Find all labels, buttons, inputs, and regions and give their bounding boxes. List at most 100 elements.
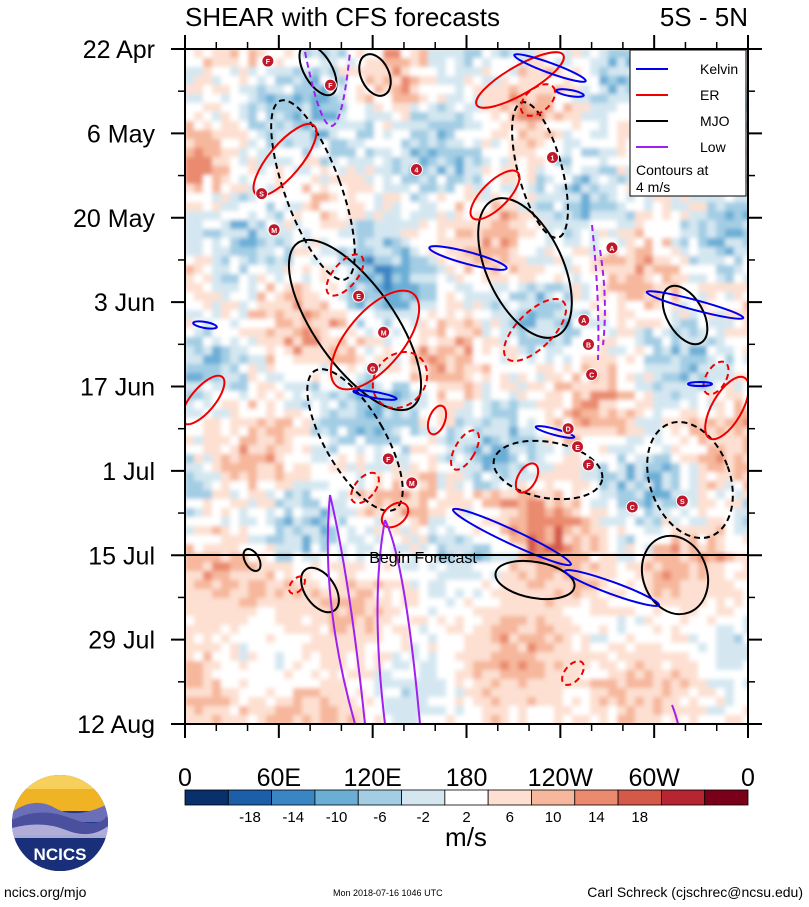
x-tick-label: 60W — [628, 764, 680, 792]
colorbar-tick-label: 10 — [545, 809, 562, 826]
footer-author: Carl Schreck (cjschrec@ncsu.edu) — [587, 884, 803, 900]
storm-marker: 1 — [546, 150, 560, 164]
colorbar-tick-label: 2 — [462, 809, 470, 826]
storm-label: A — [581, 318, 586, 325]
storm-marker: G — [366, 361, 380, 375]
storm-label: F — [586, 463, 591, 470]
storm-marker: E — [571, 440, 585, 454]
colorbar-tick-label: -18 — [239, 809, 261, 826]
x-tick-label: 0 — [178, 764, 192, 792]
storm-marker: B — [581, 337, 595, 351]
colorbar-bin — [357, 789, 402, 806]
legend-note-line1: Contours at — [636, 162, 708, 178]
storm-label: F — [328, 83, 333, 90]
storm-marker: M — [377, 325, 391, 339]
storm-label: A — [609, 246, 614, 253]
colorbar-tick-label: 18 — [631, 809, 648, 826]
colorbar-tick-label: 14 — [588, 809, 605, 826]
storm-markers: F F 4 S M 1 A E M G A B C D E F F M C S — [255, 54, 689, 514]
colorbar-bin — [227, 789, 273, 806]
storm-label: 4 — [415, 168, 419, 175]
storm-label: C — [630, 505, 635, 512]
legend: Kelvin ER MJO Low Contours at 4 m/s — [629, 49, 747, 197]
storm-label: C — [589, 372, 594, 379]
x-tick-label: 180 — [446, 764, 488, 792]
x-axis: 0 60E 120E 180 120W 60W 0 — [178, 35, 755, 792]
colorbar-tick-label: -6 — [373, 809, 386, 826]
y-axis: 22 Apr 6 May 20 May 3 Jun 17 Jun 1 Jul 15 Jul 2… — [73, 36, 762, 739]
legend-label: MJO — [700, 113, 730, 129]
storm-label: S — [259, 192, 264, 199]
storm-marker: M — [267, 223, 281, 237]
colorbar-tick-label: -10 — [326, 809, 348, 826]
y-tick-label: 20 May — [73, 205, 155, 233]
legend-label: ER — [700, 87, 719, 103]
region-label: 5S - 5N — [660, 2, 748, 32]
storm-marker: F — [381, 452, 395, 466]
legend-box — [629, 49, 747, 197]
storm-label: S — [680, 499, 685, 506]
storm-label: M — [381, 330, 387, 337]
storm-marker: F — [261, 54, 275, 68]
storm-marker: 4 — [409, 163, 423, 177]
footer-site: ncics.org/mjo — [4, 884, 87, 900]
storm-marker: C — [585, 367, 599, 381]
storm-label: 1 — [551, 155, 555, 162]
y-tick-label: 6 May — [87, 120, 156, 148]
storm-marker: D — [561, 422, 575, 436]
storm-marker: A — [605, 241, 619, 255]
x-tick-label: 120E — [343, 764, 401, 792]
legend-note-line2: 4 m/s — [636, 179, 670, 195]
y-tick-label: 17 Jun — [80, 374, 155, 402]
footer-timestamp: Mon 2018-07-16 1046 UTC — [333, 888, 443, 898]
y-tick-label: 29 Jul — [88, 627, 155, 655]
storm-label: M — [409, 481, 415, 488]
colorbar-bin — [617, 789, 662, 806]
storm-marker: M — [405, 476, 419, 490]
colorbar-bin — [704, 789, 749, 806]
y-tick-label: 15 Jul — [88, 542, 155, 570]
storm-marker: C — [625, 500, 639, 514]
y-tick-label: 12 Aug — [77, 711, 155, 739]
storm-label: E — [575, 445, 580, 452]
storm-marker: E — [352, 289, 366, 303]
storm-marker: S — [255, 187, 269, 201]
colorbar-bin — [487, 789, 532, 806]
y-tick-label: 22 Apr — [83, 36, 155, 64]
colorbar-bin — [314, 789, 359, 806]
colorbar-bin — [184, 789, 229, 806]
ncics-logo: NCICS — [12, 775, 108, 871]
storm-marker: F — [581, 458, 595, 472]
colorbar-bin — [531, 789, 576, 806]
colorbar-bin — [401, 789, 446, 806]
colorbar-bin — [660, 789, 706, 806]
storm-label: F — [266, 59, 271, 66]
forecast-label: Begin Forecast — [369, 550, 477, 567]
logo-text: NCICS — [34, 845, 87, 864]
colorbar-tick-label: 6 — [506, 809, 514, 826]
x-tick-label: 0 — [741, 764, 755, 792]
colorbar-tick-label: -2 — [417, 809, 430, 826]
colorbar-bin — [271, 789, 316, 806]
colorbar-tick-label: -14 — [282, 809, 304, 826]
legend-label: Kelvin — [700, 61, 738, 77]
x-tick-label: 120W — [528, 764, 594, 792]
storm-marker: F — [323, 78, 337, 92]
y-tick-label: 3 Jun — [94, 289, 155, 317]
wave-contours — [185, 49, 748, 724]
chart-title: SHEAR with CFS forecasts — [185, 2, 500, 32]
storm-label: G — [370, 366, 376, 373]
x-tick-label: 60E — [257, 764, 301, 792]
colorbar-bin — [444, 789, 489, 806]
storm-label: D — [566, 427, 571, 434]
storm-marker: S — [675, 494, 689, 508]
storm-label: F — [386, 457, 391, 464]
storm-label: M — [271, 228, 277, 235]
storm-label: B — [586, 342, 591, 349]
y-tick-label: 1 Jul — [102, 458, 155, 486]
storm-label: E — [356, 294, 361, 301]
colorbar-unit: m/s — [445, 822, 487, 852]
storm-marker: A — [577, 313, 591, 327]
colorbar-bin — [574, 789, 619, 806]
